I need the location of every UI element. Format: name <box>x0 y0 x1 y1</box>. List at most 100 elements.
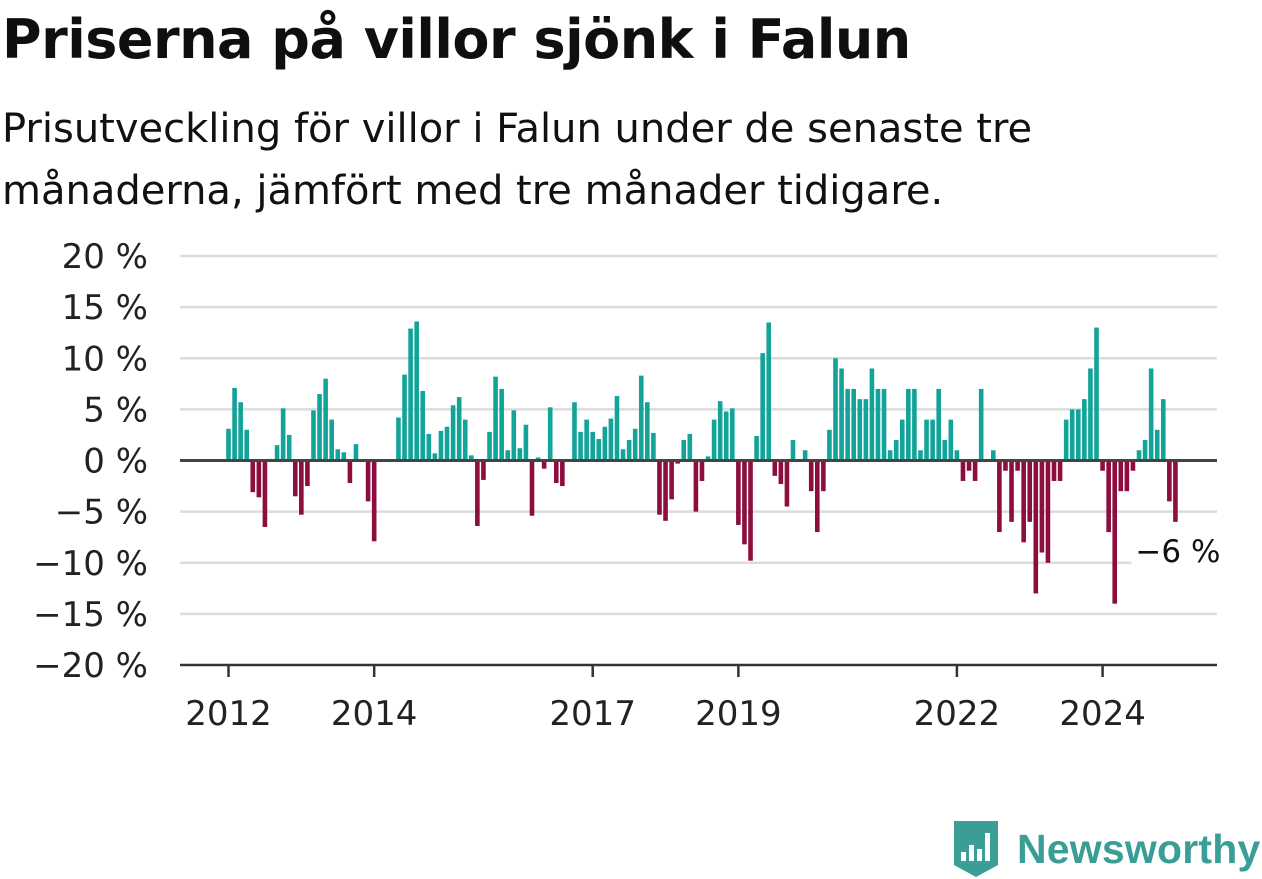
newsworthy-logo-icon <box>954 821 998 877</box>
bar <box>584 419 589 461</box>
bar <box>814 460 820 533</box>
y-tick-label: −15 % <box>33 595 148 635</box>
bar <box>675 460 680 464</box>
y-tick-label: −20 % <box>33 646 148 686</box>
x-tick-label: 2024 <box>1059 694 1146 734</box>
brand-logo: Newsworthy <box>951 819 1261 879</box>
bar <box>997 460 1002 533</box>
bar <box>335 449 341 461</box>
bar <box>808 460 814 492</box>
y-tick-label: 10 % <box>62 339 148 379</box>
bar <box>1082 399 1087 461</box>
bar <box>244 429 250 461</box>
bar <box>802 450 808 461</box>
bar <box>978 388 984 461</box>
bar <box>481 460 486 480</box>
bar <box>493 376 498 461</box>
bar <box>772 460 778 476</box>
bar <box>736 460 741 525</box>
bar <box>784 460 790 507</box>
bar <box>1124 460 1130 492</box>
bar <box>638 375 644 461</box>
bar <box>1009 460 1014 522</box>
bar <box>1142 440 1148 461</box>
last-value-label: −6 % <box>1135 534 1220 570</box>
bar <box>547 407 553 461</box>
bar <box>469 455 474 461</box>
bar <box>1033 460 1039 594</box>
y-tick-label: 5 % <box>83 390 148 430</box>
x-tick-label: 2012 <box>185 694 272 734</box>
bar <box>262 460 268 527</box>
bar <box>699 460 705 481</box>
bar <box>511 410 517 461</box>
bar <box>924 419 929 461</box>
bars <box>226 321 1178 604</box>
bar <box>651 432 656 461</box>
bar <box>918 450 923 461</box>
bar <box>663 460 668 521</box>
axis-labels: 20 % 15 % 10 % 5 % 0 % −5 % −10 % −15 % −20 % 201… <box>33 237 1225 734</box>
bar <box>402 374 407 461</box>
bar <box>711 419 717 461</box>
bar <box>1100 460 1105 471</box>
bar <box>778 460 784 485</box>
bar <box>517 448 523 461</box>
y-tick-label: −5 % <box>55 493 148 533</box>
bar <box>626 440 632 461</box>
bar <box>687 433 693 461</box>
bar <box>693 460 699 512</box>
bar <box>723 411 729 461</box>
bar <box>705 456 711 461</box>
bar <box>505 450 511 461</box>
bar <box>851 388 857 461</box>
bar <box>1130 460 1136 471</box>
bar <box>1088 368 1093 461</box>
bar <box>942 440 948 461</box>
bar <box>875 388 881 461</box>
bar <box>523 424 529 461</box>
bar <box>960 460 966 481</box>
bar <box>869 368 875 461</box>
bar <box>717 401 723 461</box>
bar <box>1154 429 1160 461</box>
bar <box>881 388 887 461</box>
bar <box>578 431 583 461</box>
bar <box>1069 409 1075 461</box>
bar <box>857 399 863 461</box>
bar <box>541 460 547 469</box>
bar <box>438 430 444 461</box>
y-tick-label: 0 % <box>83 442 148 482</box>
x-tick-label: 2022 <box>914 694 1001 734</box>
bar <box>839 368 844 461</box>
bar <box>602 426 608 461</box>
bar <box>1015 460 1020 471</box>
bar <box>1027 460 1033 522</box>
bar <box>954 450 960 461</box>
bar <box>766 322 772 461</box>
bar <box>450 405 456 461</box>
bar <box>572 402 577 461</box>
bar <box>396 417 401 461</box>
bar <box>608 418 614 461</box>
bar <box>1136 450 1142 461</box>
bar <box>827 429 832 461</box>
y-tick-label: 20 % <box>62 237 148 277</box>
bar <box>936 388 941 461</box>
bar <box>341 452 347 461</box>
bar <box>1076 409 1081 461</box>
bar <box>444 426 450 461</box>
bar <box>742 460 747 545</box>
bar <box>614 396 620 461</box>
bar <box>529 460 535 516</box>
chart-title: Priserna på villor sjönk i Falun <box>2 8 911 71</box>
bar <box>669 460 674 500</box>
bar <box>790 440 796 461</box>
bar <box>250 460 256 493</box>
bar <box>365 460 371 502</box>
bar <box>329 419 334 461</box>
bar <box>432 453 438 461</box>
bar <box>1112 460 1118 604</box>
bar <box>420 390 426 461</box>
bar <box>462 419 468 461</box>
